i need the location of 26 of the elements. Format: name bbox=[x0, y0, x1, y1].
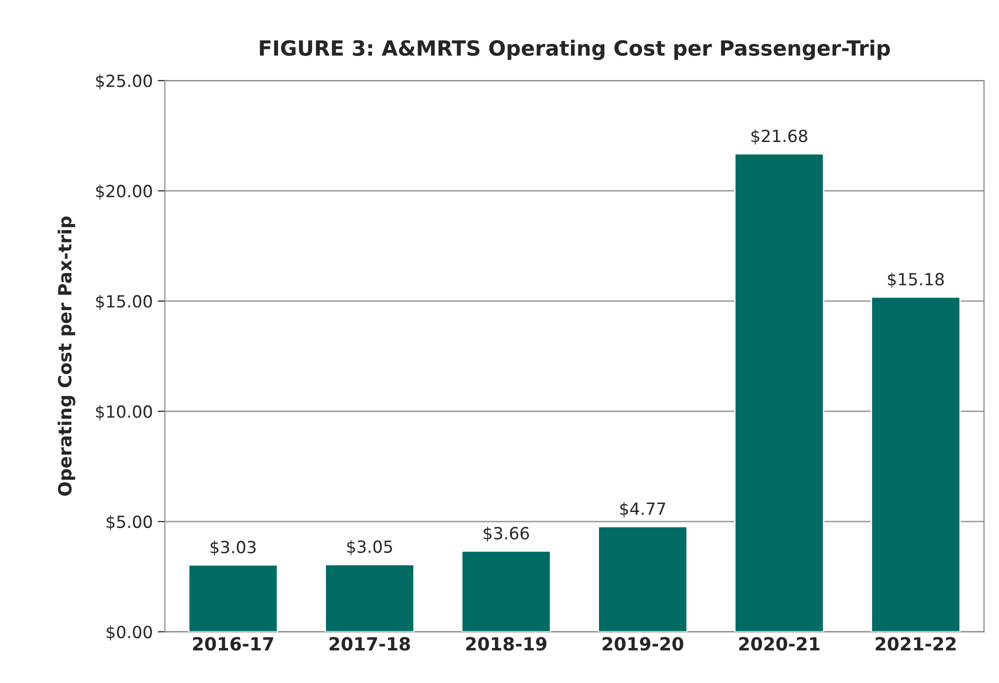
data-label: $15.18 bbox=[888, 272, 944, 288]
x-tick-label: 2020-21 bbox=[739, 636, 820, 651]
x-tick-label: 2016-17 bbox=[193, 636, 274, 651]
x-tick-label: 2018-19 bbox=[466, 636, 546, 651]
x-tick-label: 2021-22 bbox=[876, 636, 956, 651]
chart-title: FIGURE 3: A&MRTS Operating Cost per Passenger-Trip bbox=[260, 40, 890, 60]
data-label: $4.77 bbox=[620, 502, 666, 518]
bar bbox=[188, 564, 278, 632]
bar bbox=[461, 550, 552, 632]
data-label: $21.68 bbox=[751, 129, 808, 144]
y-tick-label: $15.00 bbox=[96, 294, 152, 310]
y-axis-title: Operating Cost per Pax-trip bbox=[58, 216, 76, 496]
data-label: $3.66 bbox=[484, 526, 529, 542]
bar bbox=[734, 153, 824, 632]
x-tick-label: 2017-18 bbox=[330, 636, 410, 651]
y-tick-label: $10.00 bbox=[96, 404, 152, 420]
y-tick-label: $20.00 bbox=[96, 184, 152, 200]
x-tick-label: 2019-20 bbox=[602, 636, 684, 651]
bar bbox=[870, 296, 961, 632]
y-tick-label: $0.00 bbox=[106, 625, 152, 641]
bar bbox=[324, 564, 415, 632]
y-tick-label: $5.00 bbox=[106, 515, 152, 530]
y-tick-label: $25.00 bbox=[96, 74, 152, 90]
data-label: $3.05 bbox=[347, 540, 392, 556]
bar bbox=[598, 526, 688, 632]
data-label: $3.03 bbox=[210, 540, 256, 556]
